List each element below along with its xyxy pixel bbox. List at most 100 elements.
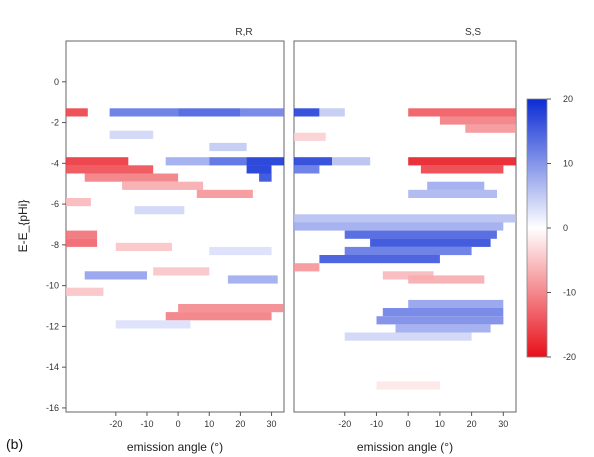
heatmap-cell-rr-8 [209,157,247,166]
heatmap-cell-rr-4 [109,130,154,139]
heatmap-cell-rr-26 [178,304,284,313]
y-tick-label--16: -16 [46,403,59,413]
x-axis-ticks-rr: -20 -10 0 10 20 30 [109,412,277,429]
x-tick-label-ss--20: -20 [338,419,351,429]
x-tick-label-rr-30: 30 [267,419,277,429]
heatmap-cell-ss-1 [319,108,345,117]
heatmap-cell-ss-10 [420,165,504,174]
colorbar-tick-label--10: -10 [563,288,576,298]
y-tick-label--2: -2 [51,118,59,128]
heatmap-cell-rr-7 [165,157,210,166]
heatmap-cell-ss-25 [395,324,491,333]
heatmap-panel-rr: -20 -10 0 10 20 30 0-2-4-6-8-10-12-14-16 R,R … [46,27,285,454]
colorbar-tick-label-10: 10 [563,159,573,169]
heatmap-cell-rr-16 [66,198,91,207]
heatmap-cell-ss-5 [294,132,326,141]
heatmap-cells-ss [294,108,516,390]
heatmap-cell-rr-15 [196,189,253,198]
heatmap-cell-ss-2 [408,108,516,117]
heatmap-cell-rr-0 [66,108,88,117]
heatmap-cell-rr-13 [259,173,272,182]
x-axis-ticks-ss: -20 -10 0 10 20 30 [338,412,508,429]
x-tick-label-rr--20: -20 [109,419,122,429]
heatmap-cell-ss-3 [439,116,516,125]
colorbar-tick-label--20: -20 [563,352,576,362]
heatmap-panel-ss: -20 -10 0 10 20 30 S,S emission angle (°) [293,27,517,454]
y-tick-label--10: -10 [46,281,59,291]
plot-frame-rr [65,40,285,413]
heatmap-cell-rr-10 [66,165,154,174]
colorbar-tick-label-20: 20 [563,94,573,104]
heatmap-cell-ss-15 [344,230,497,239]
heatmap-cell-ss-19 [294,263,320,272]
heatmap-cell-rr-22 [153,267,210,276]
x-tick-label-ss--10: -10 [370,419,383,429]
heatmap-cell-rr-6 [66,157,129,166]
heatmap-cell-rr-1 [109,108,179,117]
heatmap-cell-ss-8 [408,157,516,166]
heatmap-cell-rr-19 [66,238,98,247]
x-tick-label-rr--10: -10 [140,419,153,429]
y-tick-label--14: -14 [46,362,59,372]
x-tick-label-ss-0: 0 [406,419,411,429]
x-tick-label-rr-20: 20 [235,419,245,429]
panel-letter: (b) [6,436,23,452]
heatmap-cells-rr [66,108,284,329]
heatmap-cell-ss-16 [370,238,491,247]
heatmap-cell-rr-18 [66,230,98,239]
x-tick-label-ss-30: 30 [498,419,508,429]
heatmap-cell-rr-23 [84,271,147,280]
heatmap-cell-rr-11 [246,165,272,174]
heatmap-cell-ss-0 [294,108,320,117]
y-tick-label-0: 0 [54,77,59,87]
colorbar-ticks: 20 10 0 -10 -20 [547,94,576,362]
x-tick-label-rr-10: 10 [204,419,214,429]
heatmap-cell-rr-25 [66,287,104,296]
heatmap-cell-ss-9 [294,165,320,174]
panel-title-ss: S,S [465,27,481,38]
x-tick-label-ss-20: 20 [467,419,477,429]
heatmap-cell-ss-26 [344,332,472,341]
heatmap-cell-rr-21 [209,246,272,256]
heatmap-cell-ss-17 [344,246,472,256]
heatmap-cell-rr-14 [122,181,204,190]
heatmap-cell-rr-3 [240,108,284,117]
heatmap-cell-rr-20 [115,242,172,251]
heatmap-cell-ss-20 [382,271,434,280]
heatmap-cell-rr-5 [209,142,247,152]
colorbar-tick-label-0: 0 [563,223,568,233]
heatmap-cell-ss-22 [408,299,504,309]
heatmap-cell-ss-11 [427,181,485,190]
y-axis-label: E-E_{pHi} [16,200,30,253]
y-tick-label--12: -12 [46,321,59,331]
y-axis-ticks-rr: 0 -2 -4 -6 -8 -10 -12 -14 -16 [46,77,66,413]
heatmap-cell-ss-4 [465,124,516,133]
colorbar [526,98,548,358]
heatmap-cell-ss-13 [294,214,516,223]
x-axis-label-rr: emission angle (°) [127,440,223,454]
heatmap-cell-ss-27 [376,381,440,390]
heatmap-cell-rr-9 [246,157,284,166]
heatmap-cell-ss-24 [376,316,504,325]
heatmap-cell-ss-6 [294,157,333,166]
heatmap-cell-rr-2 [178,108,241,117]
y-tick-label--8: -8 [51,240,59,250]
x-axis-label-ss: emission angle (°) [357,440,453,454]
x-tick-label-rr-0: 0 [176,419,181,429]
heatmap-cell-rr-28 [115,320,191,329]
heatmap-cell-ss-21 [408,275,485,284]
heatmap-cell-ss-7 [332,157,371,166]
heatmap-cell-rr-27 [165,312,272,321]
heatmap-cell-rr-12 [84,173,179,182]
heatmap-cell-ss-23 [382,308,504,317]
panel-title-rr: R,R [235,27,252,38]
y-tick-label--6: -6 [51,199,59,209]
heatmap-cell-ss-12 [408,189,497,198]
heatmap-cell-ss-18 [319,255,440,264]
heatmap-cell-rr-24 [227,275,278,284]
x-tick-label-ss-10: 10 [435,419,445,429]
y-tick-label--4: -4 [51,158,59,168]
heatmap-cell-ss-14 [294,222,504,231]
heatmap-cell-rr-17 [134,206,185,215]
